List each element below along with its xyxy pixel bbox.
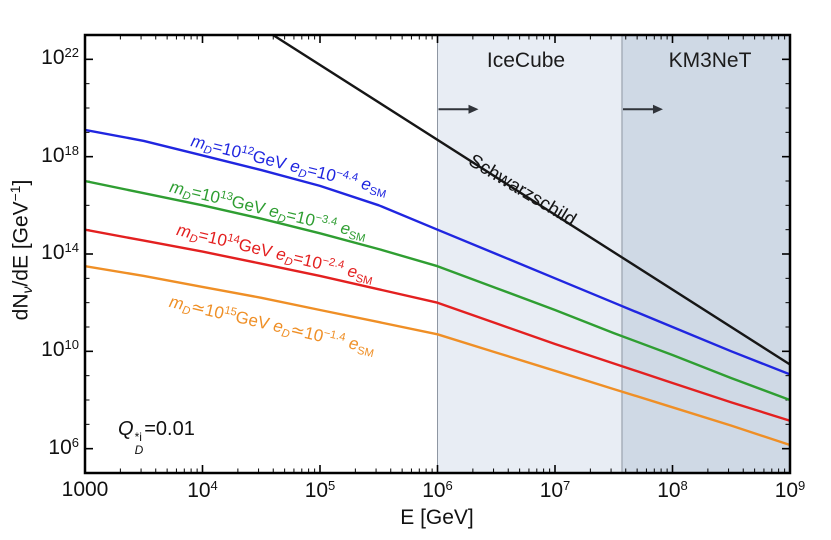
band-km3net: [621, 35, 790, 473]
x-tick-label: 109: [774, 478, 806, 503]
y-tick-label: 1018: [41, 142, 79, 167]
series-line: [85, 179, 790, 402]
x-tick-label: 107: [539, 478, 571, 503]
x-tick-label: 106: [422, 478, 453, 503]
icecube-region-label: IceCube: [486, 49, 566, 72]
y-tick-label: 106: [48, 434, 79, 459]
x-axis-label: E [GeV]: [400, 506, 474, 529]
series-line: [85, 228, 790, 422]
charge-annotation: Q *i D =0.01: [118, 418, 195, 457]
x-tick-label: 108: [657, 478, 688, 503]
x-tick-label: 105: [304, 478, 336, 503]
series-line: [85, 128, 790, 376]
km3net-region-label: KM3NeT: [668, 49, 752, 72]
y-tick-label: 1010: [41, 337, 79, 362]
threshold-arrow-head: [468, 104, 479, 114]
x-tick-label: 104: [187, 478, 218, 503]
x-tick-label: 1000: [61, 478, 109, 501]
plot-frame: [83, 33, 792, 475]
series-line: [271, 35, 790, 366]
y-tick-label: 1014: [41, 240, 79, 265]
y-tick-label: 1022: [41, 45, 79, 70]
series-line: [85, 265, 790, 447]
threshold-arrow-head: [652, 104, 663, 114]
